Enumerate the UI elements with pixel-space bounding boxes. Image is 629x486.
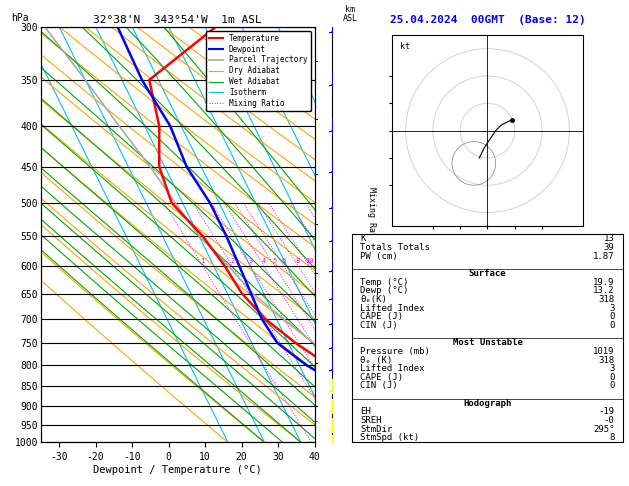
- Text: EH: EH: [360, 407, 371, 417]
- Text: 25.04.2024  00GMT  (Base: 12): 25.04.2024 00GMT (Base: 12): [389, 15, 586, 25]
- Text: θₑ (K): θₑ (K): [360, 356, 392, 364]
- Text: 13.2: 13.2: [593, 286, 615, 295]
- Text: CAPE (J): CAPE (J): [360, 312, 403, 321]
- Text: 4: 4: [262, 258, 266, 264]
- Legend: Temperature, Dewpoint, Parcel Trajectory, Dry Adiabat, Wet Adiabat, Isotherm, Mi: Temperature, Dewpoint, Parcel Trajectory…: [206, 31, 311, 111]
- Text: 2: 2: [230, 258, 234, 264]
- Text: km
ASL: km ASL: [343, 5, 357, 23]
- Title: 32°38'N  343°54'W  1m ASL: 32°38'N 343°54'W 1m ASL: [93, 15, 262, 25]
- Text: 0: 0: [610, 321, 615, 330]
- Text: CIN (J): CIN (J): [360, 382, 398, 390]
- Text: 0: 0: [610, 373, 615, 382]
- Text: 3: 3: [610, 364, 615, 373]
- Text: PW (cm): PW (cm): [360, 252, 398, 260]
- Text: 318: 318: [598, 356, 615, 364]
- Text: CAPE (J): CAPE (J): [360, 373, 403, 382]
- Text: 3: 3: [610, 304, 615, 312]
- Text: 8: 8: [610, 434, 615, 442]
- Text: 8: 8: [296, 258, 300, 264]
- Text: 13: 13: [604, 234, 615, 243]
- Text: Surface: Surface: [469, 269, 506, 278]
- Text: -0: -0: [604, 416, 615, 425]
- Text: Most Unstable: Most Unstable: [452, 338, 523, 347]
- Text: kt: kt: [400, 42, 410, 51]
- Text: 10: 10: [305, 258, 314, 264]
- Text: StmSpd (kt): StmSpd (kt): [360, 434, 420, 442]
- Text: CIN (J): CIN (J): [360, 321, 398, 330]
- Text: 39: 39: [604, 243, 615, 252]
- X-axis label: Dewpoint / Temperature (°C): Dewpoint / Temperature (°C): [93, 465, 262, 475]
- Text: 318: 318: [598, 295, 615, 304]
- Text: StmDir: StmDir: [360, 425, 392, 434]
- Text: LCL: LCL: [328, 417, 343, 425]
- Text: hPa: hPa: [11, 13, 28, 22]
- Text: 295°: 295°: [593, 425, 615, 434]
- Text: -19: -19: [598, 407, 615, 417]
- Text: 1: 1: [201, 258, 204, 264]
- Text: 19.9: 19.9: [593, 278, 615, 287]
- Text: Lifted Index: Lifted Index: [360, 364, 425, 373]
- Text: 5: 5: [272, 258, 277, 264]
- Text: 1019: 1019: [593, 347, 615, 356]
- Text: 0: 0: [610, 382, 615, 390]
- Text: 3: 3: [248, 258, 253, 264]
- Text: Hodograph: Hodograph: [464, 399, 511, 408]
- Text: θₑ(K): θₑ(K): [360, 295, 387, 304]
- Text: K: K: [360, 234, 365, 243]
- Text: SREH: SREH: [360, 416, 382, 425]
- Text: 6: 6: [281, 258, 286, 264]
- Text: Temp (°C): Temp (°C): [360, 278, 409, 287]
- Text: Lifted Index: Lifted Index: [360, 304, 425, 312]
- Text: Pressure (mb): Pressure (mb): [360, 347, 430, 356]
- Text: Dewp (°C): Dewp (°C): [360, 286, 409, 295]
- Text: 1.87: 1.87: [593, 252, 615, 260]
- Text: Totals Totals: Totals Totals: [360, 243, 430, 252]
- Y-axis label: Mixing Ratio (g/kg): Mixing Ratio (g/kg): [367, 187, 376, 282]
- Text: 0: 0: [610, 312, 615, 321]
